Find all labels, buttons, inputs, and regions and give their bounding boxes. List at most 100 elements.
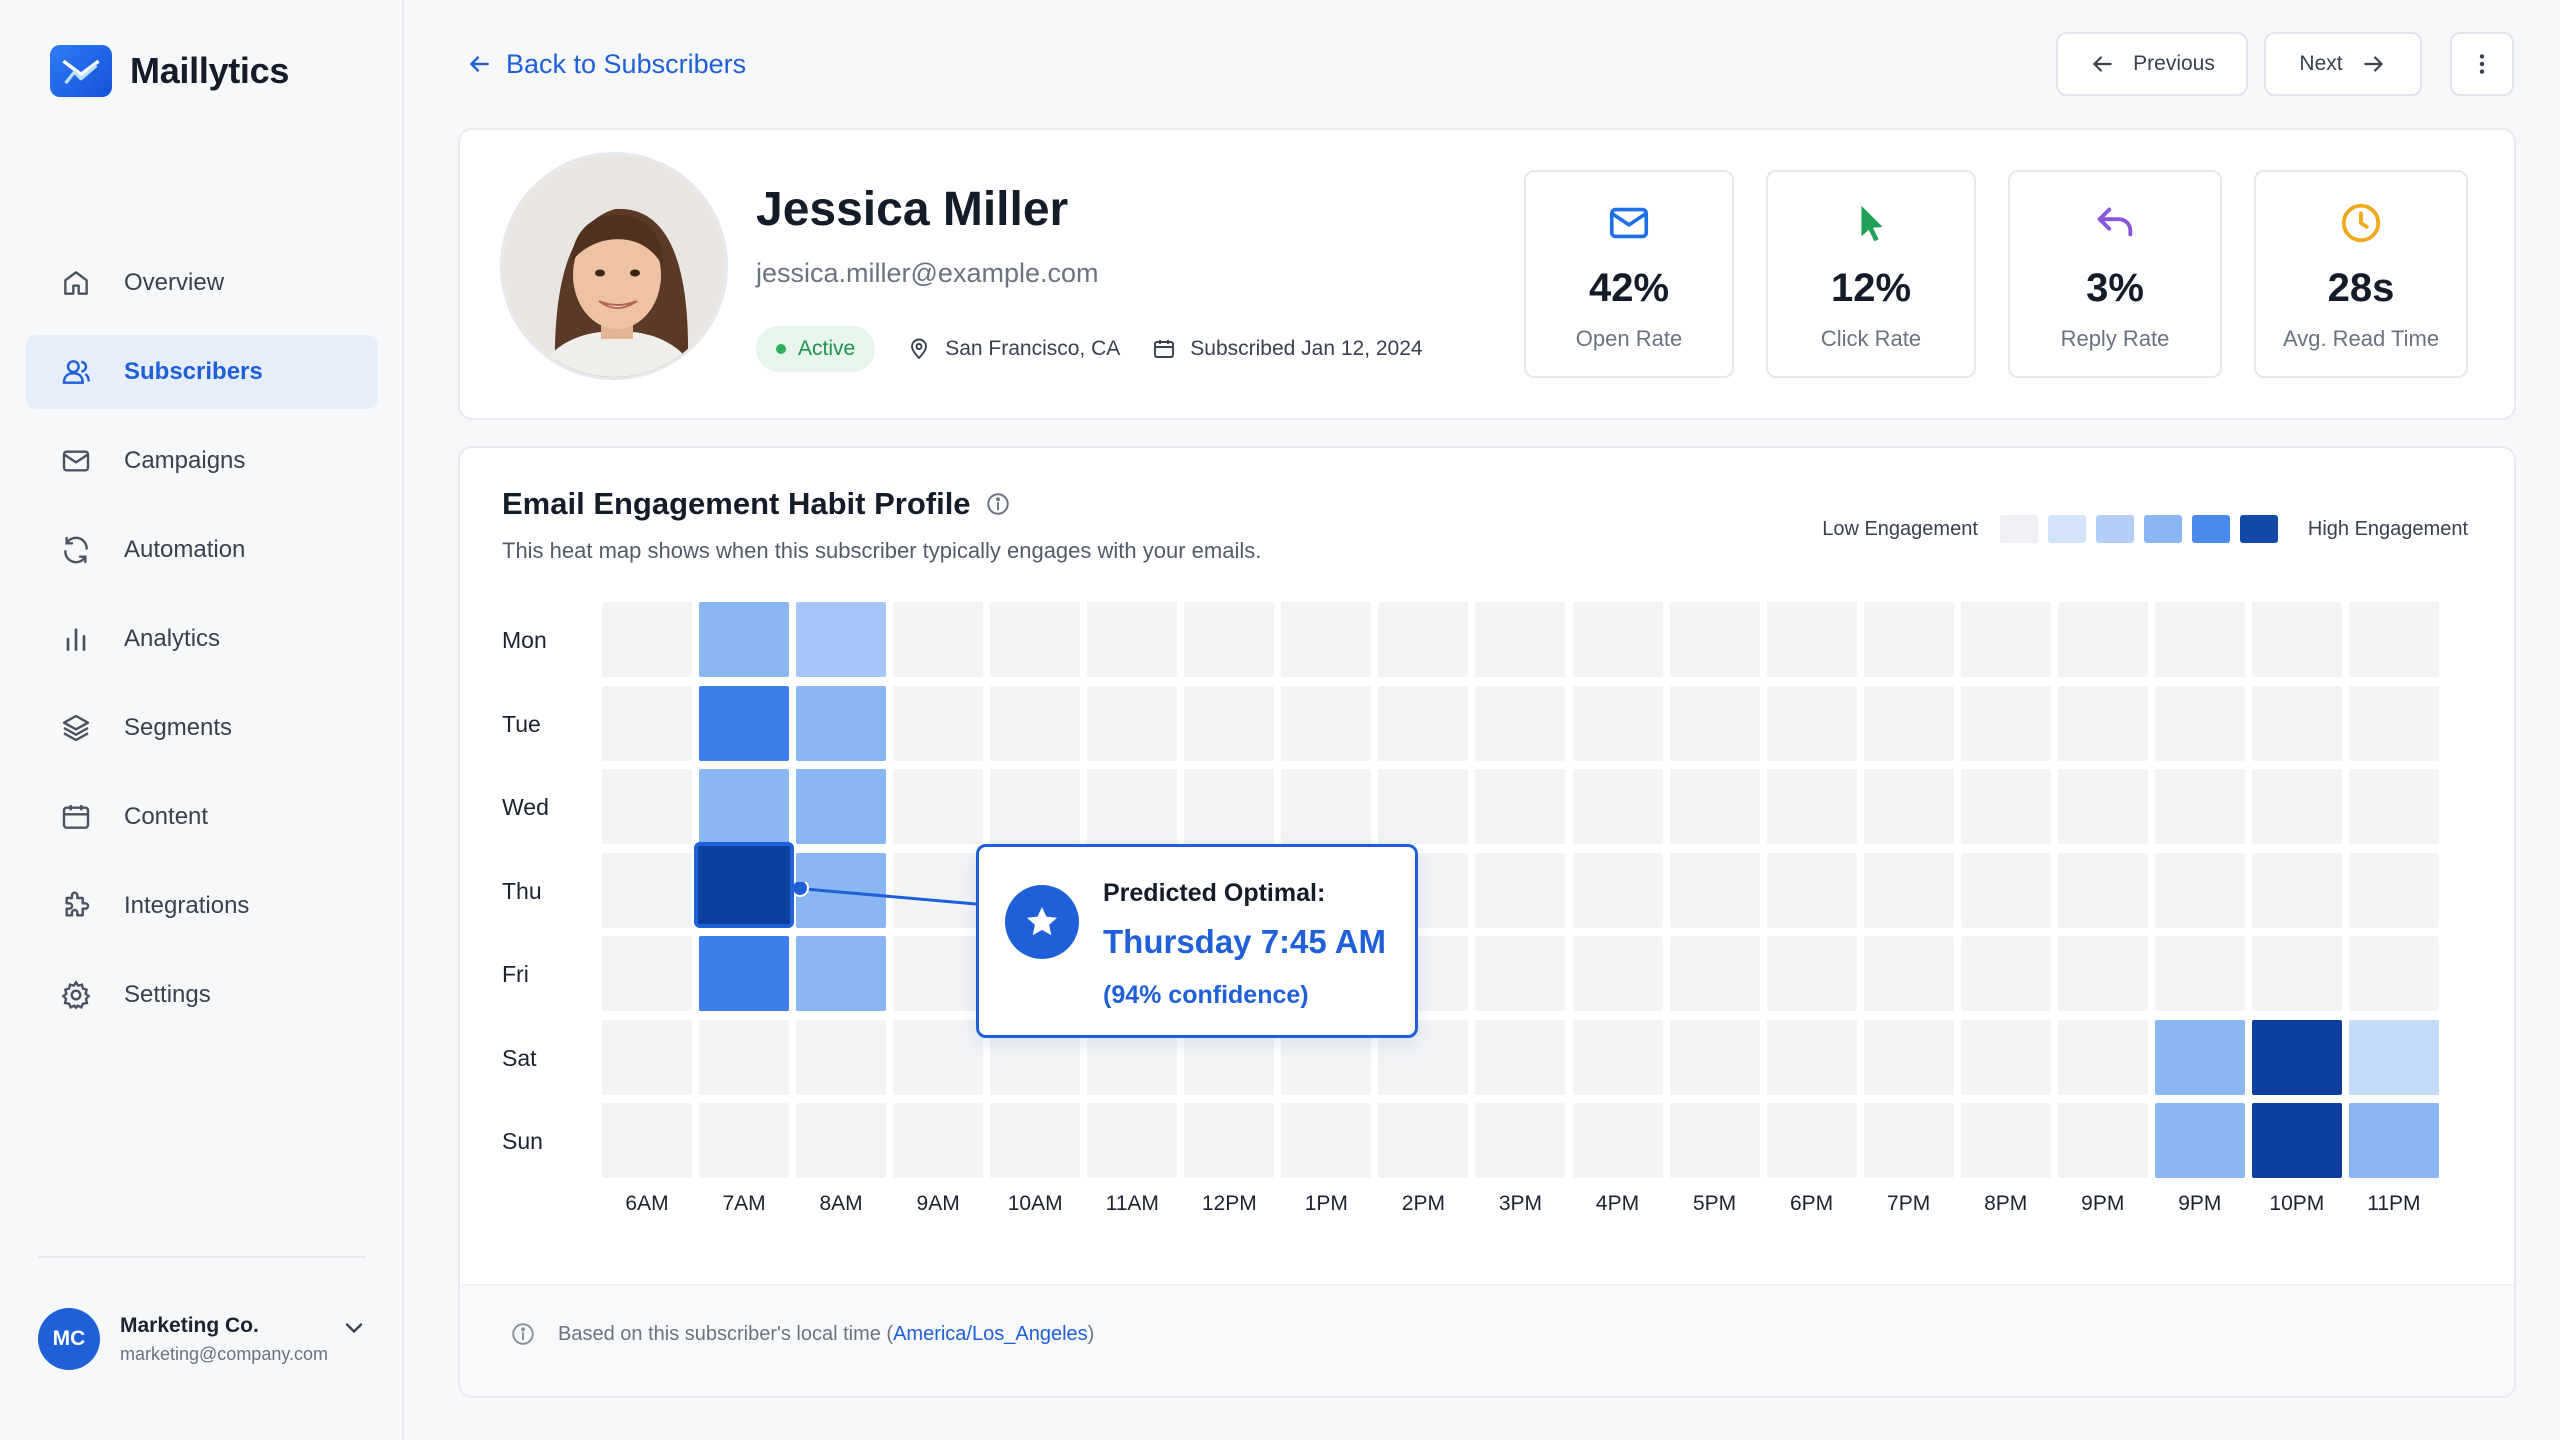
sidebar-item-automation[interactable]: Automation xyxy=(26,513,378,587)
heatmap-cell[interactable] xyxy=(1863,1019,1954,1095)
heatmap-cell[interactable] xyxy=(1669,685,1760,761)
heatmap-cell[interactable] xyxy=(1281,602,1372,677)
heatmap-cell[interactable] xyxy=(796,602,887,677)
previous-button[interactable]: Previous xyxy=(2056,32,2248,96)
heatmap-cell[interactable] xyxy=(893,852,984,928)
heatmap-cell[interactable] xyxy=(796,769,887,844)
heatmap-cell[interactable] xyxy=(1863,602,1954,677)
heatmap-cell[interactable] xyxy=(1378,602,1469,677)
sidebar-item-integrations[interactable]: Integrations xyxy=(26,869,378,943)
heatmap-cell[interactable] xyxy=(2251,936,2342,1011)
heatmap-cell[interactable] xyxy=(2057,1019,2148,1095)
heatmap-cell[interactable] xyxy=(1669,936,1760,1011)
heatmap-cell[interactable] xyxy=(699,685,790,761)
heatmap-cell[interactable] xyxy=(2057,685,2148,761)
heatmap-cell[interactable] xyxy=(1475,685,1566,761)
heatmap-cell[interactable] xyxy=(1669,769,1760,844)
heatmap-cell[interactable] xyxy=(2348,936,2439,1011)
heatmap-cell[interactable] xyxy=(1281,769,1372,844)
heatmap-cell[interactable] xyxy=(2251,852,2342,928)
back-to-subscribers-link[interactable]: Back to Subscribers xyxy=(466,44,746,84)
heatmap-cell[interactable] xyxy=(1378,685,1469,761)
sidebar-item-content[interactable]: Content xyxy=(26,780,378,854)
heatmap-cell[interactable] xyxy=(1766,769,1857,844)
heatmap-cell[interactable] xyxy=(2057,769,2148,844)
heatmap-cell[interactable] xyxy=(1669,1103,1760,1178)
heatmap-cell[interactable] xyxy=(1475,769,1566,844)
heatmap-cell[interactable] xyxy=(990,1103,1081,1178)
heatmap-cell[interactable] xyxy=(1572,1103,1663,1178)
heatmap-cell[interactable] xyxy=(796,936,887,1011)
heatmap-cell[interactable] xyxy=(1960,602,2051,677)
heatmap-cell[interactable] xyxy=(893,769,984,844)
heatmap-cell[interactable] xyxy=(1766,1103,1857,1178)
sidebar-item-settings[interactable]: Settings xyxy=(26,958,378,1032)
heatmap-cell[interactable] xyxy=(1475,852,1566,928)
heatmap-cell[interactable] xyxy=(602,1103,692,1178)
heatmap-cell[interactable] xyxy=(699,602,790,677)
heatmap-cell[interactable] xyxy=(2154,1103,2245,1178)
info-icon[interactable] xyxy=(985,491,1011,517)
heatmap-cell[interactable] xyxy=(1281,1103,1372,1178)
heatmap-cell[interactable] xyxy=(2348,602,2439,677)
heatmap-cell[interactable] xyxy=(893,1019,984,1095)
sidebar-item-subscribers[interactable]: Subscribers xyxy=(26,335,378,409)
heatmap-cell[interactable] xyxy=(1184,769,1275,844)
heatmap-cell[interactable] xyxy=(893,602,984,677)
heatmap-cell[interactable] xyxy=(1184,1103,1275,1178)
heatmap-cell[interactable] xyxy=(1960,685,2051,761)
heatmap-cell[interactable] xyxy=(1184,685,1275,761)
heatmap-cell[interactable] xyxy=(1863,936,1954,1011)
heatmap-cell[interactable] xyxy=(699,1019,790,1095)
heatmap-cell[interactable] xyxy=(1281,685,1372,761)
heatmap-cell[interactable] xyxy=(1960,1103,2051,1178)
heatmap-cell[interactable] xyxy=(1766,602,1857,677)
heatmap-cell[interactable] xyxy=(796,685,887,761)
heatmap-cell[interactable] xyxy=(1669,602,1760,677)
heatmap-cell[interactable] xyxy=(1863,1103,1954,1178)
heatmap-cell[interactable] xyxy=(1087,602,1178,677)
heatmap-cell[interactable] xyxy=(796,1019,887,1095)
heatmap-cell[interactable] xyxy=(602,936,692,1011)
heatmap-cell[interactable] xyxy=(990,602,1081,677)
heatmap-cell[interactable] xyxy=(1572,769,1663,844)
heatmap-cell[interactable] xyxy=(2348,852,2439,928)
heatmap-cell[interactable] xyxy=(699,1103,790,1178)
heatmap-cell[interactable] xyxy=(1184,602,1275,677)
heatmap-cell[interactable] xyxy=(1572,602,1663,677)
heatmap-cell[interactable] xyxy=(1863,852,1954,928)
heatmap-cell[interactable] xyxy=(602,1019,692,1095)
heatmap-cell[interactable] xyxy=(1766,936,1857,1011)
brand[interactable]: Maillytics xyxy=(50,44,289,98)
heatmap-cell[interactable] xyxy=(1960,1019,2051,1095)
heatmap-cell[interactable] xyxy=(1572,852,1663,928)
heatmap-cell[interactable] xyxy=(1669,1019,1760,1095)
sidebar-item-campaigns[interactable]: Campaigns xyxy=(26,424,378,498)
heatmap-cell[interactable] xyxy=(990,685,1081,761)
chevron-down-icon[interactable] xyxy=(340,1314,368,1342)
heatmap-cell[interactable] xyxy=(2154,852,2245,928)
timezone-link[interactable]: America/Los_Angeles xyxy=(893,1322,1088,1345)
heatmap-cell[interactable] xyxy=(2251,1019,2342,1095)
heatmap-cell[interactable] xyxy=(1475,1019,1566,1095)
heatmap-cell[interactable] xyxy=(602,602,692,677)
heatmap-cell[interactable] xyxy=(1863,685,1954,761)
heatmap-cell[interactable] xyxy=(2154,685,2245,761)
sidebar-item-overview[interactable]: Overview xyxy=(26,246,378,320)
heatmap-cell[interactable] xyxy=(893,1103,984,1178)
heatmap-cell[interactable] xyxy=(1475,602,1566,677)
sidebar-item-analytics[interactable]: Analytics xyxy=(26,602,378,676)
heatmap-cell[interactable] xyxy=(1572,685,1663,761)
heatmap-cell[interactable] xyxy=(2057,936,2148,1011)
heatmap-cell[interactable] xyxy=(1766,852,1857,928)
heatmap-cell[interactable] xyxy=(1378,1103,1469,1178)
heatmap-cell[interactable] xyxy=(893,936,984,1011)
heatmap-cell[interactable] xyxy=(2251,685,2342,761)
heatmap-cell[interactable] xyxy=(1863,769,1954,844)
heatmap-cell[interactable] xyxy=(1572,1019,1663,1095)
heatmap-cell[interactable] xyxy=(1378,769,1469,844)
heatmap-cell[interactable] xyxy=(796,1103,887,1178)
heatmap-cell[interactable] xyxy=(2251,602,2342,677)
heatmap-cell[interactable] xyxy=(1572,936,1663,1011)
next-button[interactable]: Next xyxy=(2264,32,2422,96)
